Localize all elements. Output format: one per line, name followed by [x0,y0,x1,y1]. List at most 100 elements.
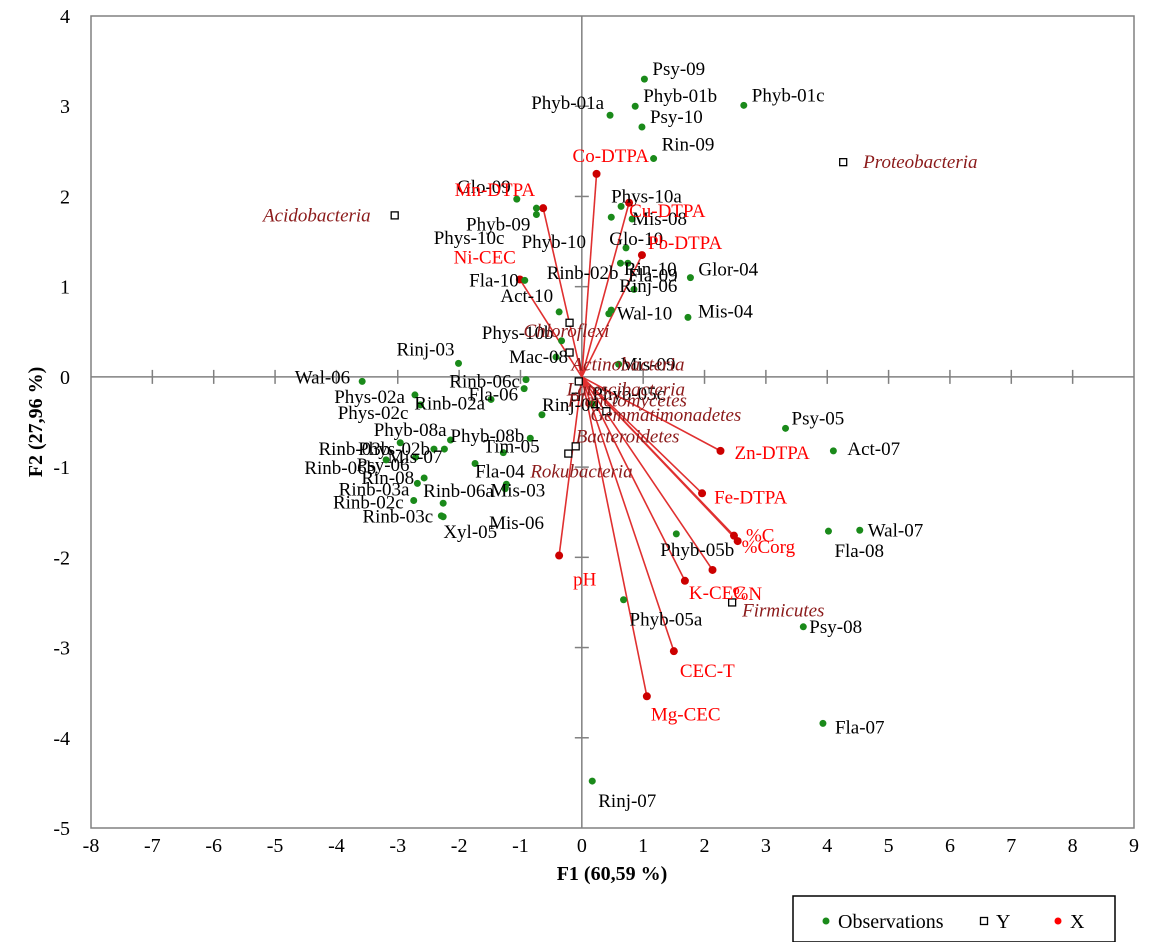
y-tick-label: 1 [60,277,70,299]
observation-label: Wal-06 [295,367,350,388]
observation-label: Rinb-02a [414,393,485,414]
variable-label: K-CEC [689,583,746,604]
observation-point-psy-09 [640,75,648,83]
legend: Observations Y X [792,895,1116,942]
x-tick-label: 2 [700,835,710,857]
observation-label: Rin-08 [361,468,414,489]
observation-point-wal-07 [856,526,864,534]
tick-labels: -8 -7 -6 -5 -4 -3 -2 -1 0 1 2 3 4 5 6 7 8 9 -5 -4 -3 -2 -1 0 1 2 3… [53,6,1139,857]
observation-label: Rinb-02c [333,492,404,513]
observation-label: Psy-06 [357,455,410,476]
observation-label: Phys-02c [338,403,409,424]
y-variable-label: Planctomycetes [567,391,687,412]
y-point-latescibacteria [574,377,583,386]
observation-label: Phyb-01b [643,86,717,107]
vector-ph [558,376,583,556]
legend-marker-y [979,916,989,926]
observation-label: Rinb-03a [339,479,410,500]
variable-point-fe-dtpa [698,489,707,498]
vector-pb-dtpa [581,254,643,378]
y-point-planctomycetes [571,392,580,401]
variable-label: %N [733,584,763,605]
observation-point-phyb-01c [740,101,748,109]
observation-label: Phyb-10 [522,232,586,253]
observation-point-mis-04 [684,313,692,321]
observation-point-mis-09 [615,360,623,368]
vector-cu-dtpa [581,202,630,378]
observation-point-rinb-06a [439,499,447,507]
observation-label: Glo-10 [609,229,663,250]
y-point-acidobacteria [390,211,399,220]
observation-point-phyb-05c [588,400,596,408]
observation-point-rinj-04 [538,411,546,419]
variable-label: Fe-DTPA [714,487,787,508]
x-tick-label: -6 [205,835,222,857]
x-tick-label: 7 [1006,835,1016,857]
observation-label: Mac-08 [509,347,568,368]
observation-point-phys-10b [558,337,566,345]
observation-point-phys-10a [617,202,625,210]
observation-point-phys-02c [416,401,424,409]
observation-label: Fla-06 [469,385,519,406]
vector-zn-dtpa [581,376,721,452]
legend-label-observations: Observations [838,911,944,933]
variable-label: Mg-CEC [651,704,721,725]
variable-label: %Corg [742,537,796,558]
y-variable-label: Bacteroidetes [576,426,680,447]
variable-label: Ni-CEC [454,247,516,268]
data-points [358,75,864,785]
variable-point-pb-dtpa [637,251,646,260]
y-variable-label: Latescibacteria [566,379,685,400]
observation-point-fla-10 [521,276,529,284]
variable-label: pH [573,570,597,591]
observation-label: Mis-07 [387,447,442,468]
variable-label: Zn-DTPA [734,443,810,464]
observation-point-phyb-05b [672,530,680,538]
observation-point-rinb-02c [410,496,418,504]
observation-label: Phyb-01a [531,93,604,114]
observation-point-psy-06 [412,453,420,461]
observation-label: Glor-04 [698,260,758,281]
observation-point-rinj-07 [588,777,596,785]
y-tick-label: -4 [53,728,70,750]
observation-label: Mis-04 [698,301,753,322]
observation-point-wal-10 [605,310,613,318]
observation-label: Phys-02a [334,387,405,408]
vector-ni-cec [519,279,583,378]
variable-label: Cu-DTPA [629,201,706,222]
observation-label: Rinb-03b [318,439,390,460]
axes [91,16,1134,828]
variable-label: Mn-DTPA [455,180,536,201]
x-tick-label: 1 [638,835,648,857]
observation-label: Phys-10c [434,228,505,249]
observation-label: Rinj-06 [619,276,677,297]
variable-point-mn-dtpa [539,204,548,213]
legend-marker-x [1054,917,1062,925]
x-tick-label: 5 [884,835,894,857]
variable-point-n [708,565,717,574]
observation-label: Phyb-09 [466,214,530,235]
observation-label: Wal-10 [617,304,672,325]
variable-point-zn-dtpa [716,446,725,455]
vector-mg-cec [581,376,648,697]
observation-point-phys-02a [411,391,419,399]
y-variable-label: Proteobacteria [862,152,977,173]
observation-point-rin-08 [420,474,428,482]
observation-label: Rinb-06b [304,458,376,479]
observation-point-fla-04 [471,460,479,468]
observation-point-phys-02b [430,445,438,453]
x-tick-label: 8 [1068,835,1078,857]
vector-cec-t [581,376,675,652]
x-tick-label: -3 [389,835,406,857]
x-tick-label: -2 [451,835,468,857]
variable-label: Co-DTPA [573,146,650,167]
observation-label: Psy-10 [650,107,703,128]
y-tick-label: 0 [60,367,70,389]
y-tick-label: -5 [53,818,70,840]
observation-point-phyb-10 [622,244,630,252]
observation-label: Phyb-08b [450,426,524,447]
observation-label: Phyb-05b [660,540,734,561]
y-tick-label: 2 [60,186,70,208]
vector-mn-dtpa [542,207,583,378]
